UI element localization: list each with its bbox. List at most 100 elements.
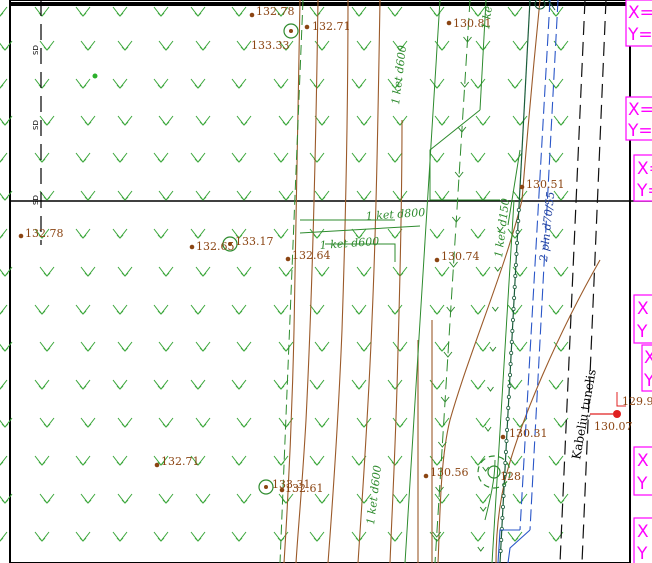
coord-y: Y= (627, 121, 652, 141)
grass-symbol (548, 379, 564, 390)
pipe-flow-mark (489, 346, 497, 352)
grass-symbol (387, 78, 403, 89)
grass-symbol (0, 228, 8, 239)
grass-symbol (392, 40, 408, 51)
elevation-label: 129.97 (622, 395, 652, 408)
grass-symbol (75, 78, 91, 89)
elevation-point (446, 20, 452, 26)
grass-symbol (0, 304, 8, 315)
grass-symbol (34, 152, 50, 163)
cable-tunnel-lines (559, 0, 607, 563)
grass-symbol (475, 417, 491, 428)
grass-symbol (112, 304, 128, 315)
coord-x: X= (637, 159, 652, 179)
elevation-label: 130.74 (441, 250, 480, 263)
pipe-flow-mark (443, 351, 453, 358)
grass-symbol (80, 266, 96, 277)
grass-symbol (507, 78, 523, 89)
grass-symbol (153, 455, 169, 466)
pipe-flow-mark (451, 216, 461, 223)
grass-symbol (236, 341, 252, 352)
elevation-labels: 132.78 132.71 133.33 130.81 130.51 132.7… (25, 5, 652, 495)
grass-symbol (0, 115, 13, 126)
grass-symbol (0, 78, 8, 89)
grass-symbol (231, 379, 247, 390)
sewer-node (504, 438, 509, 443)
storm-pipes (279, 0, 521, 563)
red-survey-point (590, 392, 626, 418)
coord-box: X Y (633, 294, 652, 344)
sewer-node (516, 207, 521, 212)
grass-symbol (314, 115, 330, 126)
pipe-flow-mark (479, 506, 487, 512)
elevation-point (285, 256, 291, 262)
coord-x: X= (628, 100, 652, 120)
grass-symbol (117, 115, 133, 126)
grass-symbol (158, 190, 174, 201)
grass-symbol (158, 115, 174, 126)
grass-symbol (112, 152, 128, 163)
pipe-flow-mark (437, 441, 447, 448)
grass-symbol (195, 341, 211, 352)
pipe-flow-mark (491, 306, 499, 312)
grass-symbol (512, 115, 528, 126)
grass-symbol (314, 266, 330, 277)
pipe-flow-mark (484, 426, 492, 432)
grass-symbol (236, 40, 252, 51)
grass-symbol (80, 417, 96, 428)
sewer-node (502, 471, 507, 476)
grass-symbol (548, 228, 564, 239)
sewer-node (506, 394, 511, 399)
grass-symbol (553, 266, 569, 277)
coord-x: X (637, 451, 649, 471)
grass-symbol (470, 152, 486, 163)
coord-box: X= Y= (625, 0, 652, 47)
grass-symbol (75, 228, 91, 239)
grass-symbol (387, 228, 403, 239)
sewer-node (506, 405, 511, 410)
grass-symbol (0, 379, 8, 390)
coord-y: Y (636, 544, 648, 563)
grass-symbol (273, 78, 289, 89)
grass-symbol (273, 379, 289, 390)
elevation-point (519, 184, 525, 190)
grass-symbol (507, 531, 523, 542)
grass-symbol (273, 455, 289, 466)
grass-symbol (117, 190, 133, 201)
grass-symbol (470, 6, 486, 17)
sewer-node (510, 328, 515, 333)
grass-symbol (351, 6, 367, 17)
elevation-point (304, 24, 310, 30)
grass-symbol (387, 152, 403, 163)
grass-symbol (231, 455, 247, 466)
grass-symbol (309, 304, 325, 315)
elevation-label: 130.07 (594, 420, 633, 433)
grass-symbol (434, 115, 450, 126)
grass-symbol (356, 341, 372, 352)
grass-symbol (548, 455, 564, 466)
grass-symbol (0, 152, 8, 163)
grass-symbol (0, 531, 8, 542)
grass-symbol (117, 417, 133, 428)
elevation-label: 130.31 (509, 427, 548, 440)
elevation-point (279, 487, 285, 493)
pipe-flow-mark (446, 306, 456, 313)
manhole-centers (228, 29, 293, 489)
sewer-node (514, 251, 519, 256)
grass-symbol (553, 493, 569, 504)
grass-symbol (34, 304, 50, 315)
elevation-label: 130.81 (453, 17, 492, 30)
grass-symbol (236, 115, 252, 126)
coord-y: Y= (636, 181, 652, 201)
pipe-flow-mark (435, 486, 444, 493)
pipe-flow-mark (454, 171, 464, 178)
grass-symbol (0, 493, 13, 504)
grass-symbol (278, 190, 294, 201)
grass-symbol (112, 455, 128, 466)
tunnel-connector (547, 0, 556, 11)
grass-symbol (39, 341, 55, 352)
grass-symbol (231, 152, 247, 163)
grass-symbol (553, 417, 569, 428)
sewer-node (508, 372, 513, 377)
